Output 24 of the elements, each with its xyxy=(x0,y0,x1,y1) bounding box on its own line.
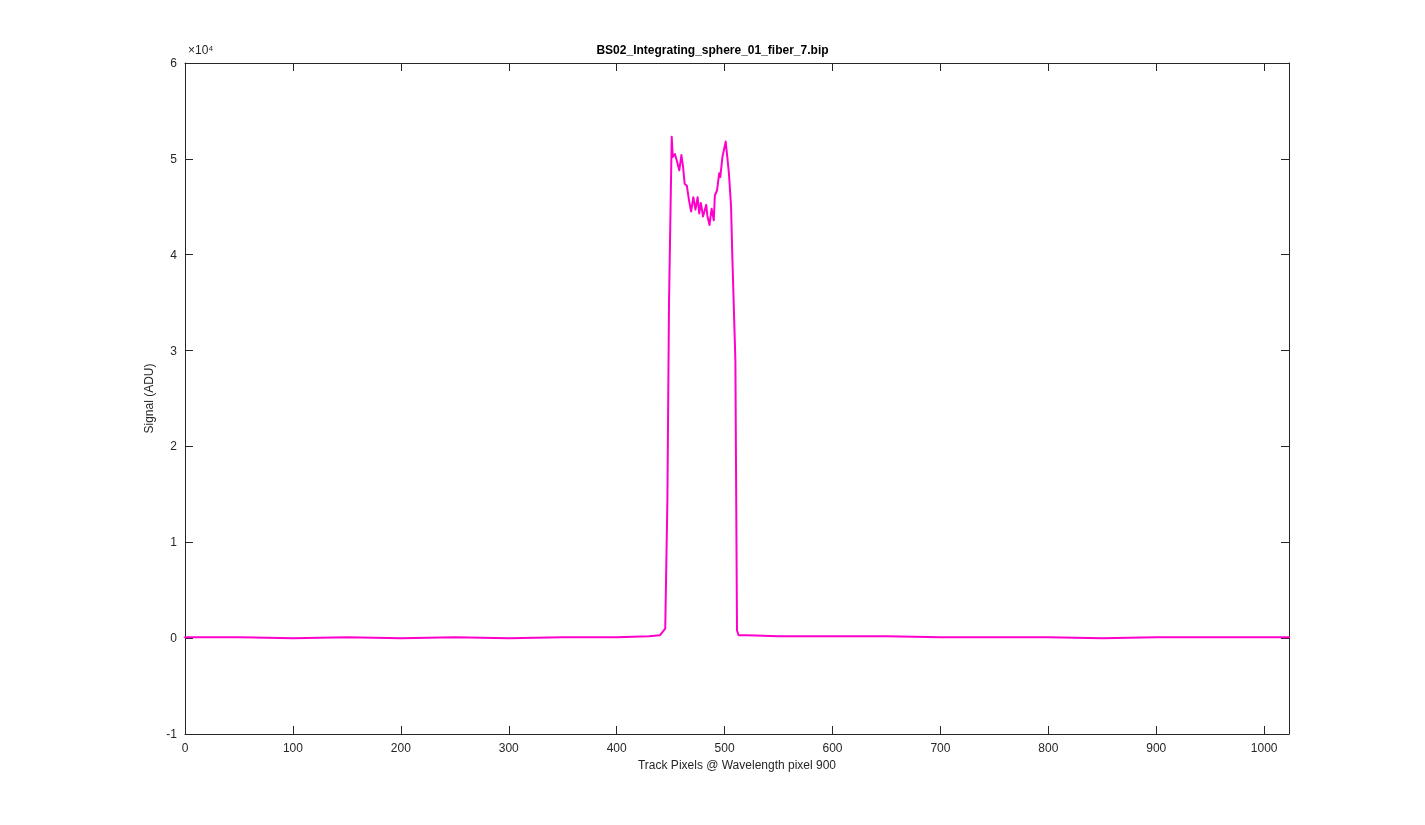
y-tick-label: 2 xyxy=(170,439,178,454)
x-tick-label: 800 xyxy=(1038,741,1059,755)
chart-title: BS02_Integrating_sphere_01_fiber_7.bip xyxy=(596,43,829,57)
x-tick-label: 600 xyxy=(822,741,843,755)
x-tick-label: 0 xyxy=(181,741,189,755)
y-tick-label: 3 xyxy=(170,343,178,358)
line-series xyxy=(184,135,1290,640)
y-tick-label: 0 xyxy=(170,631,178,646)
y-axis-title: Signal (ADU) xyxy=(142,363,157,434)
y-tick-label: 1 xyxy=(170,535,178,550)
x-tick-label: 200 xyxy=(390,741,412,755)
x-tick-label: 1000 xyxy=(1250,741,1278,755)
y-tick-label: -1 xyxy=(166,727,178,741)
y-tick-label: 5 xyxy=(170,151,178,166)
x-tick-label: 100 xyxy=(282,741,304,755)
y-tick-label: 4 xyxy=(170,247,178,262)
x-tick-label: 400 xyxy=(606,741,627,755)
x-axis-title: Track Pixels @ Wavelength pixel 900 xyxy=(637,757,837,772)
x-tick-label: 700 xyxy=(930,741,951,755)
x-tick-label: 900 xyxy=(1146,741,1167,755)
x-tick-label: 300 xyxy=(498,741,520,755)
y-tick-label: 6 xyxy=(170,56,178,70)
text: ×10⁴ xyxy=(188,43,214,57)
x-tick-label: 500 xyxy=(714,741,735,755)
